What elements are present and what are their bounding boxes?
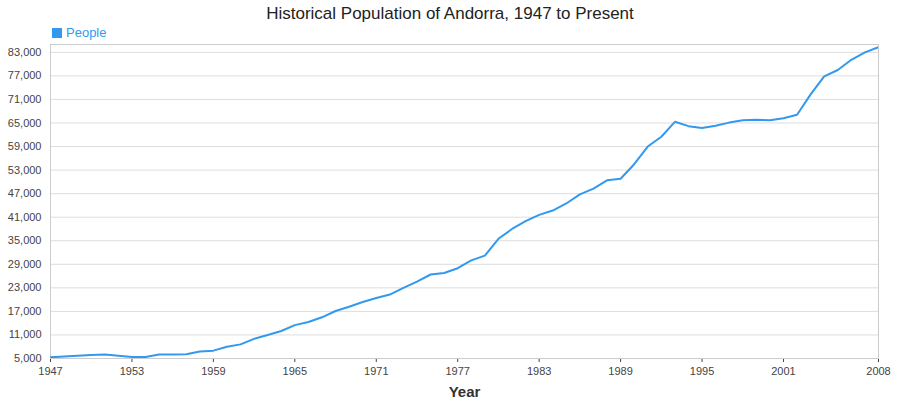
svg-text:1983: 1983 bbox=[527, 365, 551, 377]
svg-text:1953: 1953 bbox=[120, 365, 144, 377]
svg-text:1959: 1959 bbox=[201, 365, 225, 377]
svg-text:2001: 2001 bbox=[771, 365, 795, 377]
svg-text:29,000: 29,000 bbox=[8, 258, 42, 270]
svg-text:1965: 1965 bbox=[283, 365, 307, 377]
svg-text:59,000: 59,000 bbox=[8, 140, 42, 152]
svg-text:1977: 1977 bbox=[445, 365, 469, 377]
svg-text:35,000: 35,000 bbox=[8, 234, 42, 246]
svg-text:65,000: 65,000 bbox=[8, 117, 42, 129]
svg-text:11,000: 11,000 bbox=[9, 328, 42, 340]
svg-text:1995: 1995 bbox=[690, 365, 714, 377]
svg-text:2008: 2008 bbox=[866, 365, 890, 377]
svg-text:5,000: 5,000 bbox=[14, 352, 42, 364]
svg-text:1971: 1971 bbox=[364, 365, 388, 377]
svg-text:71,000: 71,000 bbox=[8, 93, 42, 105]
html-text:Historical Population of Andor: Historical Population of Andorra, 1947 t… bbox=[266, 4, 634, 23]
svg-text:83,000: 83,000 bbox=[8, 46, 42, 58]
svg-text:41,000: 41,000 bbox=[8, 211, 42, 223]
svg-text:47,000: 47,000 bbox=[8, 187, 42, 199]
svg-text:1947: 1947 bbox=[38, 365, 62, 377]
html-text:People: People bbox=[66, 25, 107, 40]
svg-text:Year: Year bbox=[449, 383, 481, 400]
svg-text:1989: 1989 bbox=[608, 365, 632, 377]
svg-text:23,000: 23,000 bbox=[8, 281, 42, 293]
svg-text:17,000: 17,000 bbox=[8, 305, 42, 317]
svg-text:53,000: 53,000 bbox=[8, 164, 42, 176]
svg-text:77,000: 77,000 bbox=[8, 69, 42, 81]
